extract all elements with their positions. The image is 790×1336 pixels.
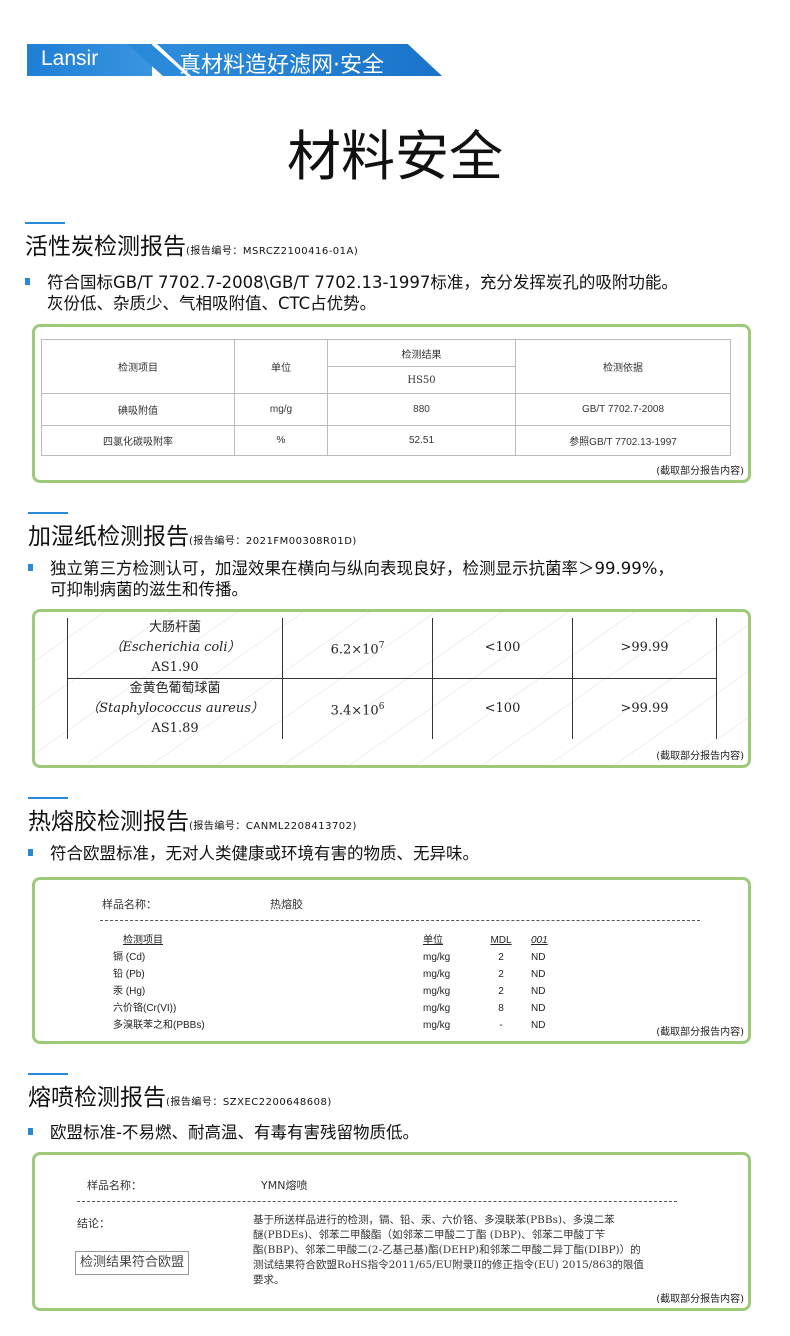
section-heading-activated-carbon: 活性炭检测报告(报告编号：MSRCZ2100416-01A) bbox=[25, 234, 359, 260]
sample-label: 样品名称： bbox=[102, 898, 157, 911]
section-bullet: 符合欧盟标准，无对人类健康或环境有害的物质、无异味。 bbox=[28, 843, 479, 864]
sample-value: 热熔胶 bbox=[270, 898, 303, 911]
report-excerpt-box: 大肠杆菌 （Escherichia coli） AS1.90 6.2×107 <100 >… bbox=[32, 609, 751, 768]
divider bbox=[100, 920, 700, 921]
page-title: 材料安全 bbox=[287, 125, 503, 188]
carbon-report-table: 检测项目 单位 检测结果 检测依据 HS50 碘吸附值 mg/g 880 GB/T 7702… bbox=[41, 339, 731, 456]
conclusion-text: 基于所送样品进行的检测，镉、铅、汞、六价铬、多溴联苯(PBBs)、多溴二苯 醚(P… bbox=[253, 1214, 644, 1286]
table-row: 汞 (Hg) mg/kg 2 ND bbox=[113, 986, 546, 997]
report-excerpt-box: 检测项目 单位 检测结果 检测依据 HS50 碘吸附值 mg/g 880 GB/T 7702… bbox=[32, 324, 751, 483]
section-accent bbox=[28, 512, 68, 514]
section-accent bbox=[28, 1073, 68, 1075]
table-row: 碘吸附值 mg/g 880 GB/T 7702.7-2008 bbox=[41, 393, 731, 426]
table-row: 大肠杆菌 （Escherichia coli） AS1.90 6.2×107 <100 >… bbox=[67, 618, 717, 679]
antibacterial-table: 大肠杆菌 （Escherichia coli） AS1.90 6.2×107 <100 >… bbox=[67, 618, 717, 739]
table-row: 六价铬(Cr(VI)) mg/kg 8 ND bbox=[113, 1003, 546, 1014]
conclusion-label: 结论： bbox=[77, 1217, 110, 1230]
brand-banner: Lansir 真材料造好滤网·安全 bbox=[27, 44, 442, 78]
report-excerpt-box: 样品名称： YMN熔喷 结论： 基于所送样品进行的检测，镉、铅、汞、六价铬、多溴… bbox=[32, 1152, 751, 1311]
report-excerpt-box: 样品名称： 热熔胶 检测项目 单位 MDL 001 镉 (Cd) mg/kg 2 ND 铅 … bbox=[32, 877, 751, 1044]
section-bullet: 符合国标GB/T 7702.7-2008\GB/T 7702.13-1997标准… bbox=[25, 272, 678, 314]
sample-label: 样品名称： bbox=[87, 1179, 142, 1192]
table-row: 多溴联苯之和(PBBs) mg/kg - ND bbox=[113, 1020, 546, 1031]
section-heading-humidifier-paper: 加湿纸检测报告(报告编号：2021FM00308R01D) bbox=[28, 524, 357, 550]
sample-value: YMN熔喷 bbox=[261, 1179, 308, 1192]
heavy-metal-table: 检测项目 单位 MDL 001 镉 (Cd) mg/kg 2 ND 铅 (Pb) mg/kg 2… bbox=[113, 932, 573, 1034]
divider bbox=[77, 1201, 677, 1202]
brand-name: Lansir bbox=[41, 47, 99, 70]
excerpt-note: (截取部分报告内容) bbox=[656, 1294, 744, 1305]
section-bullet: 欧盟标准-不易燃、耐高温、有毒有害残留物质低。 bbox=[28, 1122, 419, 1143]
section-accent bbox=[25, 222, 65, 224]
excerpt-note: (截取部分报告内容) bbox=[656, 466, 744, 477]
excerpt-note: (截取部分报告内容) bbox=[656, 751, 744, 762]
section-bullet: 独立第三方检测认可，加湿效果在横向与纵向表现良好，检测显示抗菌率＞99.99%，… bbox=[28, 558, 674, 600]
brand-slogan: 真材料造好滤网·安全 bbox=[179, 53, 384, 78]
table-row: 镉 (Cd) mg/kg 2 ND bbox=[113, 952, 546, 963]
section-heading-hot-melt: 热熔胶检测报告(报告编号：CANML2208413702) bbox=[28, 809, 357, 835]
section-accent bbox=[28, 797, 68, 799]
excerpt-note: (截取部分报告内容) bbox=[656, 1027, 744, 1038]
table-row: 金黄色葡萄球菌 （Staphylococcus aureus） AS1.89 3.4×… bbox=[67, 678, 717, 739]
overlay-label: 检测结果符合欧盟 bbox=[75, 1251, 190, 1275]
table-row: 四氯化碳吸附率% 52.51 参照GB/T 7702.13-1997 bbox=[41, 425, 731, 456]
section-heading-meltblown: 熔喷检测报告(报告编号：SZXEC2200648608) bbox=[28, 1085, 332, 1111]
table-row: 铅 (Pb) mg/kg 2 ND bbox=[113, 969, 546, 980]
